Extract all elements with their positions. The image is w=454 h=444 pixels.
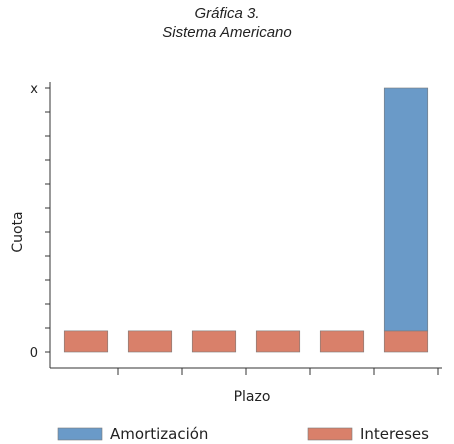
x-axis-title: Plazo (234, 389, 271, 405)
y-tick-label: 0 (30, 346, 38, 361)
bars-group (63, 87, 429, 353)
bar-amortizaci-n (383, 87, 429, 332)
legend-label: Amortización (110, 425, 208, 443)
y-axis-ticks: 0x (30, 82, 50, 361)
bar-intereses (127, 330, 173, 353)
bar-intereses (191, 330, 237, 353)
chart-title-block: Gráfica 3. Sistema Americano (0, 4, 454, 42)
legend-label: Intereses (360, 425, 429, 443)
chart-title: Gráfica 3. (194, 5, 260, 22)
chart-subtitle: Sistema Americano (162, 24, 292, 41)
bar-intereses (63, 330, 109, 353)
y-tick-label: x (30, 82, 38, 97)
x-axis-ticks (117, 368, 439, 375)
legend: Amortización Intereses (57, 425, 429, 443)
bar-intereses (383, 330, 429, 353)
legend-swatch (307, 427, 353, 441)
bar-intereses (319, 330, 365, 353)
legend-swatch (57, 427, 103, 441)
chart-axes (49, 82, 442, 369)
y-axis-title: Cuota (10, 211, 26, 252)
bar-intereses (255, 330, 301, 353)
